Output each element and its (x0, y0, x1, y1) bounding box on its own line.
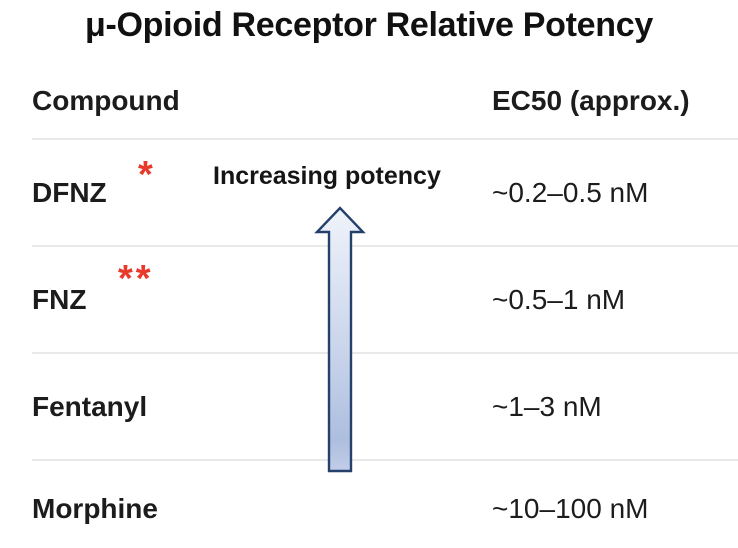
table-header-row: Compound EC50 (approx.) (32, 64, 738, 140)
column-header-ec50: EC50 (approx.) (492, 85, 690, 116)
compound-cell: DFNZ * (32, 156, 492, 209)
ec50-cell: ~1–3 nM (492, 391, 738, 423)
compound-cell: Fentanyl (32, 391, 492, 423)
compound-cell: Morphine (32, 493, 492, 525)
compound-name: DFNZ (32, 176, 107, 208)
ec50-value: ~1–3 nM (492, 390, 602, 422)
ec50-value: ~0.2–0.5 nM (492, 176, 649, 208)
compound-name: FNZ (32, 283, 87, 315)
page-title: μ-Opioid Receptor Relative Potency (85, 6, 653, 44)
asterisk-annotation: ** (118, 258, 154, 300)
up-arrow-shape (314, 206, 366, 473)
table-row-dfnz: DFNZ * ~0.2–0.5 nM (32, 140, 738, 247)
asterisk-annotation: * (138, 154, 153, 196)
compound-name: Fentanyl (32, 390, 148, 422)
arrow-label: Increasing potency (213, 162, 441, 190)
ec50-value: ~0.5–1 nM (492, 283, 626, 315)
table-row-fnz: FNZ ** ~0.5–1 nM (32, 247, 738, 354)
table-row-fentanyl: Fentanyl ~1–3 nM (32, 354, 738, 461)
compound-cell: FNZ ** (32, 260, 492, 316)
potency-table: Compound EC50 (approx.) DFNZ * ~0.2–0.5 … (32, 64, 738, 548)
table-row-morphine: Morphine ~10–100 nM (32, 461, 738, 548)
compound-name: Morphine (32, 492, 158, 524)
ec50-cell: ~10–100 nM (492, 493, 738, 525)
ec50-value: ~10–100 nM (492, 492, 649, 524)
ec50-cell: ~0.2–0.5 nM (492, 177, 738, 209)
ec50-cell: ~0.5–1 nM (492, 284, 738, 316)
column-header-compound: Compound (32, 85, 180, 116)
